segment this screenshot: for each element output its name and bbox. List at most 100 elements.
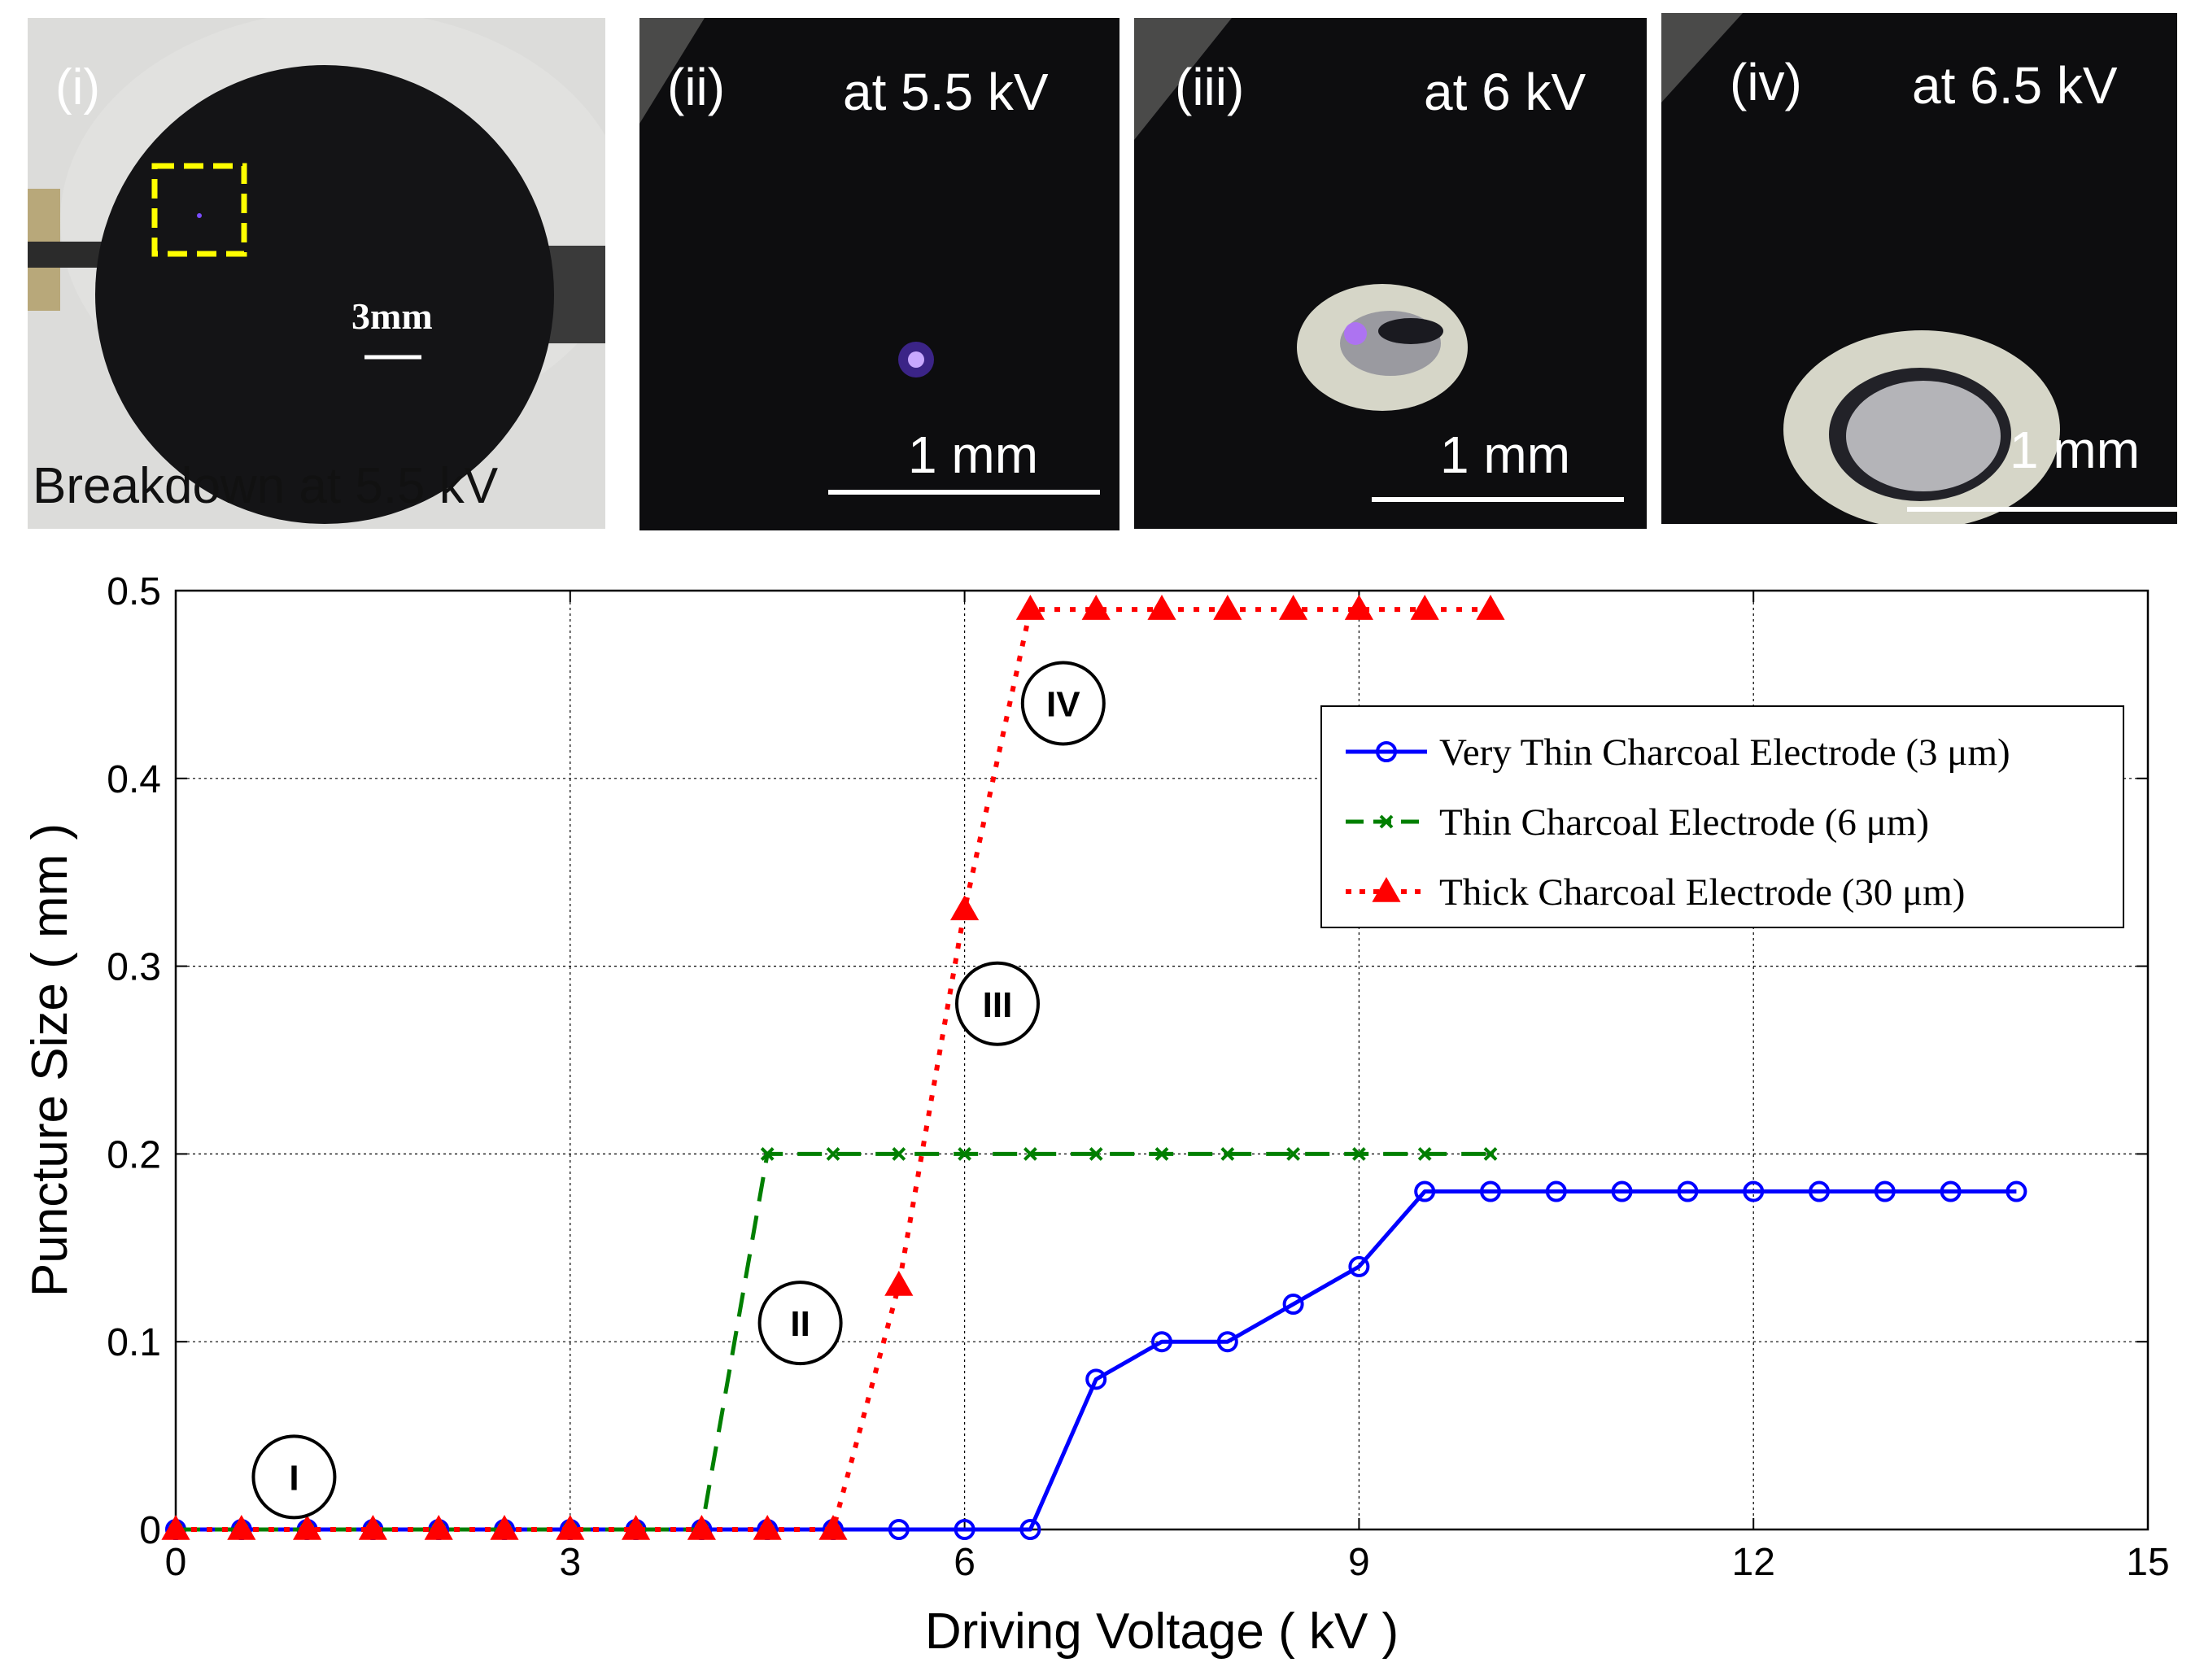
puncture-hole-iv [1846, 381, 2001, 491]
legend-marker [1376, 741, 1397, 762]
stage-marker-iv: IV [1020, 661, 1106, 746]
plot-frame [174, 589, 2150, 1531]
data-point-thin [1220, 1146, 1235, 1161]
stage-circle [757, 1281, 843, 1366]
series-layer [161, 595, 2027, 1540]
panel-caption-i: Breakdown at 5.5 kV [33, 458, 499, 514]
data-point-thin-stroke [1286, 1146, 1301, 1161]
data-point-thin [892, 1146, 906, 1161]
highlight-box [151, 163, 247, 257]
clip-right [548, 246, 605, 343]
y-tick-label: 0.2 [107, 1133, 161, 1176]
data-point-thin [1417, 1146, 1432, 1161]
data-point-very-thin [1414, 1180, 1436, 1202]
scale-label-ii: 1 mm [908, 425, 1038, 484]
data-point-thin-stroke [958, 1146, 972, 1161]
stage-circle [1020, 661, 1106, 746]
data-point-very-thin [1151, 1331, 1172, 1353]
series-thick [161, 595, 1505, 1540]
data-point-thin-stroke [1351, 1146, 1366, 1161]
x-axis-title: Driving Voltage ( kV ) [925, 1604, 1399, 1660]
data-point-very-thin [1282, 1294, 1304, 1316]
data-point-thin-stroke [1154, 1146, 1169, 1161]
legend-label: Very Thin Charcoal Electrode (3 μm) [1439, 731, 2010, 774]
x-tick-label: 0 [165, 1541, 187, 1584]
data-point-thin-stroke [1023, 1146, 1037, 1161]
y-tick-label: 0.1 [107, 1321, 161, 1364]
puncture-crack-iii [1378, 318, 1443, 344]
data-point-thin-stroke [1089, 1146, 1103, 1161]
data-point-thick [1081, 595, 1111, 620]
data-point-thick [1476, 595, 1505, 620]
data-point-thin [1089, 1146, 1103, 1161]
legend-marker-stroke [1379, 814, 1394, 829]
tick-layer: 0 3 6 9 12 15 0 0.1 0.2 0.3 0.4 0.5 [107, 570, 2169, 1584]
data-point-thick [622, 1514, 651, 1540]
legend-item-thin: Thin Charcoal Electrode (6 μm) [1346, 801, 1929, 844]
breakdown-spot [197, 213, 202, 218]
data-point-thick [1147, 595, 1176, 620]
data-point-thick [358, 1514, 387, 1540]
stage-marker-ii: II [757, 1281, 843, 1366]
data-point-thick [490, 1514, 519, 1540]
spark-core-ii [908, 351, 924, 368]
data-point-thin [760, 1146, 775, 1161]
legend-marker [1379, 814, 1394, 829]
data-point-thin [1483, 1146, 1498, 1161]
legend-label: Thin Charcoal Electrode (6 μm) [1439, 801, 1929, 844]
data-point-thin-stroke [760, 1146, 775, 1161]
panel-label-iii: (iii) [1175, 58, 1245, 116]
photo-panel-ii: (ii) at 5.5 kV 1 mm [639, 18, 1120, 530]
x-tick-label: 15 [2126, 1541, 2169, 1584]
data-point-very-thin [1545, 1180, 1567, 1202]
legend-box [1320, 705, 2124, 928]
data-point-very-thin [1480, 1180, 1501, 1202]
x-tick-label: 3 [559, 1541, 581, 1584]
data-point-thick [556, 1514, 585, 1540]
photo-panel-iii: (iii) at 6 kV 1 mm [1134, 18, 1647, 529]
legend: Very Thin Charcoal Electrode (3 μm) Thin … [1320, 705, 2124, 928]
stage-marker-iii: III [955, 961, 1040, 1046]
y-tick-label: 0.4 [107, 758, 161, 801]
data-point-thick [424, 1514, 453, 1540]
data-point-thick [1015, 595, 1045, 620]
data-point-thin-stroke [892, 1146, 906, 1161]
photo-iii-drawing [1134, 18, 1647, 529]
data-point-thick [753, 1514, 782, 1540]
photo-iv-drawing [1661, 13, 2177, 524]
data-point-very-thin [1874, 1180, 1896, 1202]
data-point-very-thin [1019, 1519, 1041, 1540]
data-point-very-thin [1611, 1180, 1633, 1202]
scale-label-i: 3mm [351, 295, 433, 337]
data-point-thin [1351, 1146, 1366, 1161]
corner-shadow-ii [639, 18, 705, 124]
x-tick-label: 6 [954, 1541, 975, 1584]
panel-note-ii: at 5.5 kV [843, 63, 1049, 121]
data-point-thin [1023, 1146, 1037, 1161]
data-point-thick [818, 1514, 848, 1540]
series-line-very-thin [176, 1189, 2017, 1532]
data-point-very-thin [1743, 1180, 1765, 1202]
spark-iii [1344, 322, 1367, 345]
data-point-very-thin [954, 1519, 975, 1540]
charcoal-disk [95, 65, 554, 524]
data-point-thin [1154, 1146, 1169, 1161]
data-point-very-thin [1677, 1180, 1699, 1202]
panel-label-ii: (ii) [667, 58, 726, 116]
x-tick-label: 12 [1732, 1541, 1775, 1584]
scale-label-iv: 1 mm [2010, 421, 2140, 479]
photo-panel-i: (i) 3mm Breakdown at 5.5 kV [28, 18, 605, 529]
photo-i-drawing [28, 18, 605, 529]
data-point-thick [884, 1270, 914, 1296]
data-point-thick [161, 1514, 190, 1540]
stage-marker-i: I [251, 1434, 337, 1520]
legend-marker [1372, 876, 1401, 902]
data-point-very-thin [2006, 1180, 2027, 1202]
series-very-thin [165, 1180, 2027, 1540]
stage-label: III [983, 985, 1013, 1025]
data-point-very-thin [1085, 1368, 1107, 1390]
data-point-very-thin [1809, 1180, 1830, 1202]
legend-item-very-thin: Very Thin Charcoal Electrode (3 μm) [1346, 731, 2010, 774]
